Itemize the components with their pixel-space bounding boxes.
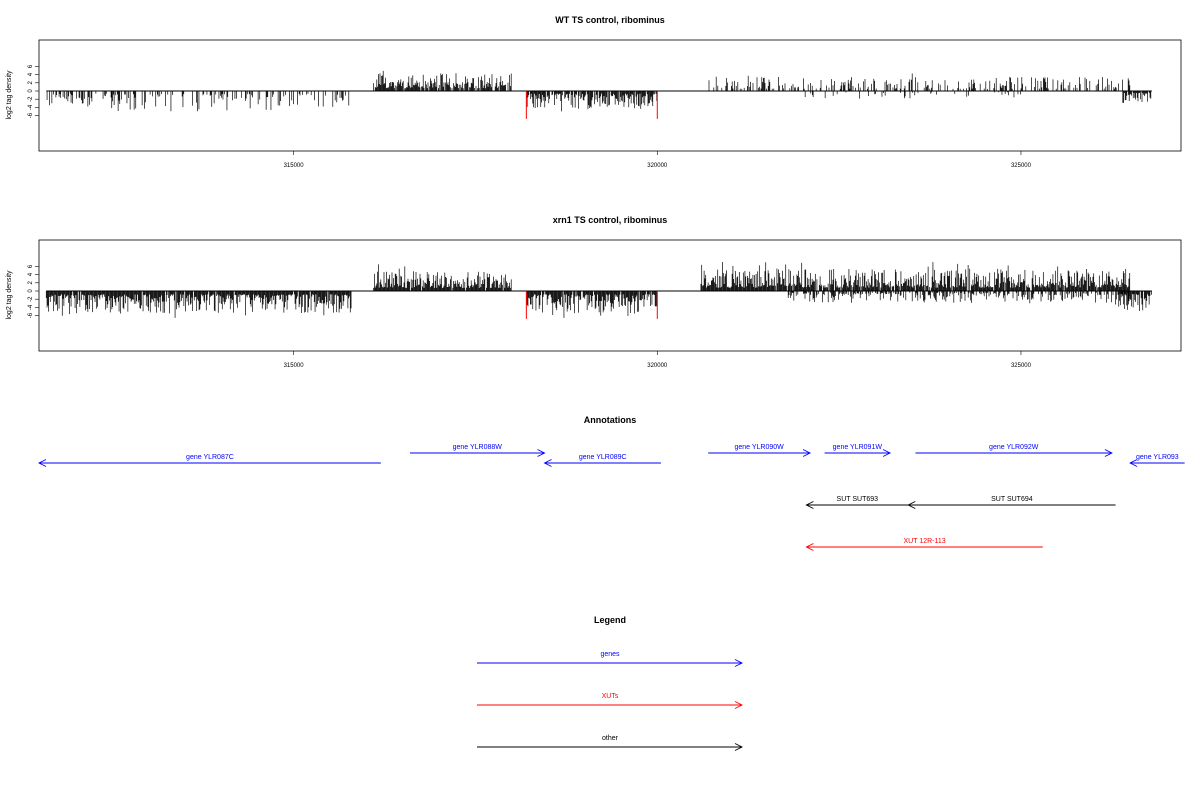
xrn1-y-axis: -6 -4 -2 0 2 4 6 [28,264,39,318]
feature-label: gene YLR090W [734,444,784,451]
y-tick-label: 6 [28,264,34,268]
y-tick-label: 0 [28,89,34,93]
legend-label: genes [600,651,620,658]
feature-label: gene YLR087C [186,454,234,461]
x-tick-label: 325000 [1011,363,1032,369]
annotations-title: Annotations [584,415,637,425]
annotation-feature: gene YLR091W [824,444,892,457]
y-tick-label: -4 [28,304,34,310]
wt-x-axis: 315000 320000 325000 [284,151,1032,169]
annotation-feature: gene YLR089C [543,454,661,467]
x-tick-label: 320000 [647,363,668,369]
arrow-head [734,743,744,751]
legend-title: Legend [594,615,626,625]
y-tick-label: -4 [28,104,34,110]
density-bars [45,262,1152,318]
x-tick-label: 315000 [284,163,305,169]
arrow-head [37,459,47,467]
feature-label: gene YLR093 [1136,454,1179,461]
legend-label: other [602,735,619,742]
feature-label: gene YLR092W [989,444,1039,451]
feature-label: SUT SUT694 [991,496,1033,503]
xrn1-plot-frame [38,239,1182,352]
x-tick-label: 325000 [1011,163,1032,169]
annotation-feature: XUT 12R-113 [805,538,1043,551]
wt-panel-title: WT TS control, ribominus [555,15,665,25]
wt-y-axis: -6 -4 -2 0 2 4 6 [28,64,39,118]
wt-panel: WT TS control, ribominus log2 tag densit… [6,15,1182,169]
arrow-head [543,459,552,467]
arrow-head [734,701,744,709]
legend: Legend genes XUTs other [477,615,744,751]
y-tick-label: 2 [28,280,34,284]
legend-label: XUTs [602,693,619,700]
feature-label: SUT SUT693 [837,496,879,503]
xrn1-bars [45,262,1152,319]
arrow-head [1129,459,1138,467]
y-tick-label: -6 [28,112,34,118]
y-tick-label: 6 [28,64,34,68]
annotation-feature: gene YLR090W [708,444,812,457]
wt-y-axis-label: log2 tag density [6,70,13,120]
annotation-feature: gene YLR087C [37,454,381,467]
xrn1-y-axis-label: log2 tag density [6,270,13,320]
arrow-head [805,501,814,509]
y-tick-label: -6 [28,312,34,318]
arrow-head [802,449,812,457]
arrow-head [537,449,546,457]
wt-plot-frame [38,39,1182,152]
legend-items: genes XUTs other [477,651,744,751]
legend-item: other [477,735,744,751]
arrow-head [805,543,814,551]
y-tick-label: 4 [28,72,34,76]
wt-bars [46,70,1152,119]
annotation-feature: SUT SUT694 [907,496,1116,509]
feature-label: gene YLR088W [453,444,503,451]
annotation-feature: gene YLR088W [409,444,546,457]
y-tick-label: -2 [28,96,34,102]
y-tick-label: 2 [28,80,34,84]
x-tick-label: 315000 [284,363,305,369]
annotation-feature: gene YLR093 [1129,454,1185,467]
y-tick-label: -2 [28,296,34,302]
arrow-head [882,449,892,457]
arrow-head [907,501,916,509]
arrow-head [1104,449,1113,457]
annotation-feature: SUT SUT693 [805,496,909,509]
annotation-features: gene YLR087C gene YLR088W gene YLR089C gene… [37,444,1185,551]
y-tick-label: 4 [28,272,34,276]
legend-item: genes [477,651,744,667]
xrn1-x-axis: 315000 320000 325000 [284,351,1032,369]
feature-label: gene YLR089C [579,454,627,461]
feature-label: XUT 12R-113 [904,538,946,545]
legend-item: XUTs [477,693,744,709]
feature-label: gene YLR091W [833,444,883,451]
y-tick-label: 0 [28,289,34,293]
xrn1-panel-title: xrn1 TS control, ribominus [553,215,668,225]
arrow-head [734,659,744,667]
annotation-feature: gene YLR092W [915,444,1113,457]
xrn1-panel: xrn1 TS control, ribominus log2 tag dens… [6,215,1182,369]
x-tick-label: 320000 [647,163,668,169]
density-bars [46,70,1152,112]
